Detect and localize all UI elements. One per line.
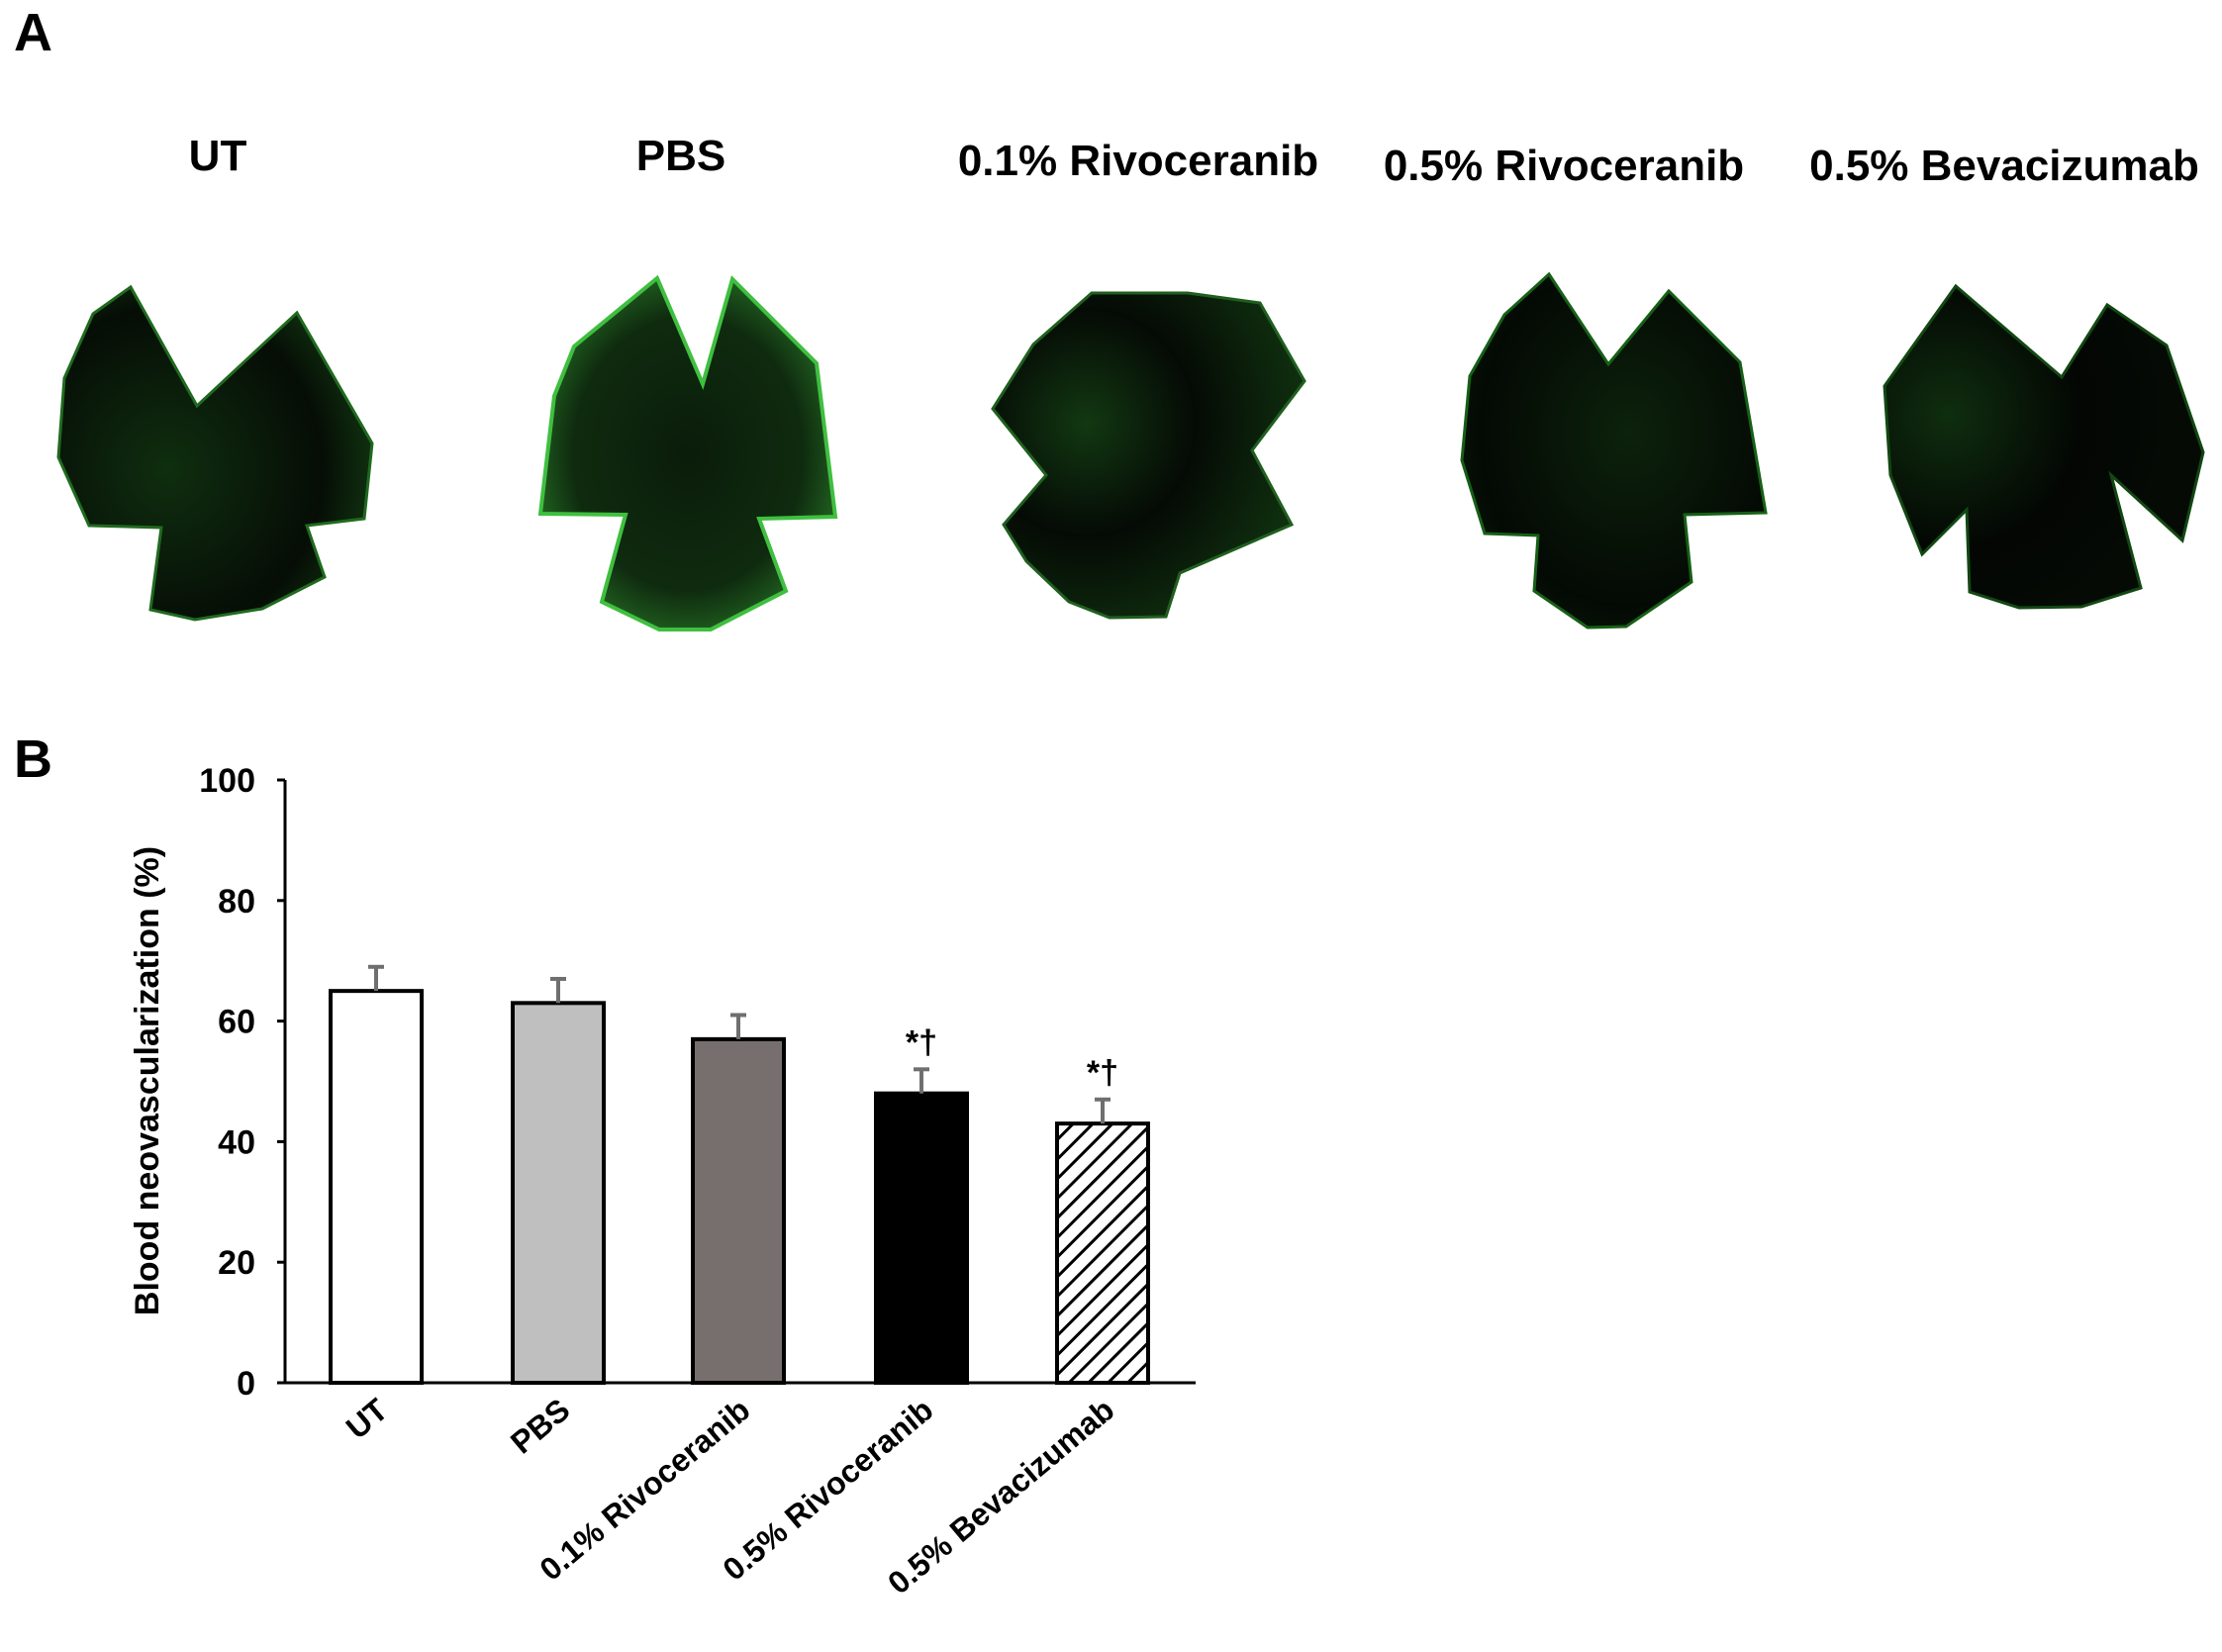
panel-b-letter: B — [14, 729, 52, 789]
y-tick-label: 100 — [199, 762, 255, 800]
bar — [874, 1091, 969, 1386]
retina-image-bev-05 — [1883, 283, 2205, 610]
bar — [329, 989, 424, 1386]
retina-images — [56, 271, 2205, 632]
significance-annotation: *† — [1087, 1054, 1118, 1092]
y-tick-label: 0 — [237, 1365, 255, 1403]
image-label-rivo-05: 0.5% Rivoceranib — [1383, 142, 1745, 190]
y-tick-label: 40 — [218, 1123, 255, 1161]
retina-image-ut — [56, 284, 374, 622]
y-axis-title: Blood neovascularization (%) — [129, 846, 166, 1315]
panel-a-letter: A — [14, 3, 52, 62]
bar — [511, 1001, 606, 1386]
x-tick-label: PBS — [504, 1392, 577, 1461]
y-tick-label: 80 — [218, 883, 255, 921]
retina-image-rivo-01 — [991, 291, 1306, 620]
y-tick-label: 20 — [218, 1244, 255, 1282]
image-label-ut: UT — [188, 132, 247, 180]
image-label-pbs: PBS — [635, 132, 726, 180]
y-tick-label: 60 — [218, 1004, 255, 1041]
x-tick-label: UT — [339, 1391, 395, 1445]
image-label-bev-05: 0.5% Bevacizumab — [1809, 142, 2199, 190]
retina-image-pbs — [537, 274, 838, 632]
retina-image-rivo-05 — [1460, 271, 1768, 630]
image-label-rivo-01: 0.1% Rivoceranib — [957, 137, 1319, 185]
bar — [691, 1036, 786, 1385]
significance-annotation: *† — [906, 1023, 937, 1061]
bar — [1055, 1121, 1150, 1385]
